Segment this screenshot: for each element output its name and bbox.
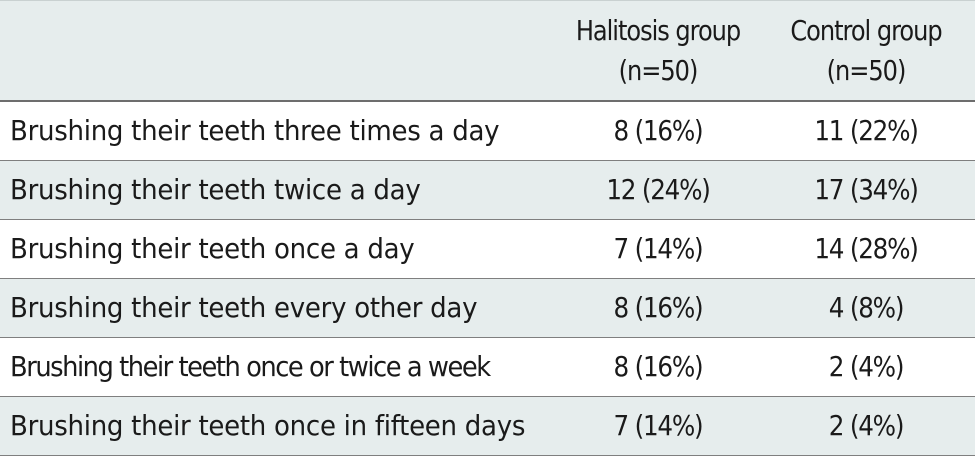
halitosis-value: 8 (16%)	[613, 291, 704, 324]
header-halitosis-n: (n=50)	[618, 54, 699, 87]
header-control-n: (n=50)	[826, 54, 907, 87]
row-label: Brushing their teeth twice a day	[10, 173, 421, 206]
halitosis-value: 7 (14%)	[613, 232, 704, 265]
table-row: Brushing their teeth twice a day 12 (24%…	[0, 161, 975, 220]
halitosis-value: 8 (16%)	[613, 114, 704, 147]
control-value: 14 (28%)	[814, 232, 919, 265]
control-value: 17 (34%)	[814, 173, 919, 206]
table-header: Halitosis group (n=50) Control group (n=…	[0, 0, 975, 102]
header-control-group: Control group (n=50)	[775, 11, 957, 91]
control-value: 11 (22%)	[814, 114, 919, 147]
row-label: Brushing their teeth once a day	[10, 232, 415, 265]
row-label: Brushing their teeth once in fifteen day…	[10, 409, 526, 442]
control-value: 2 (4%)	[828, 409, 905, 442]
table-row: Brushing their teeth once a day 7 (14%) …	[0, 220, 975, 279]
control-value: 2 (4%)	[828, 350, 905, 383]
header-control-title: Control group	[790, 14, 942, 47]
table-row: Brushing their teeth every other day 8 (…	[0, 279, 975, 338]
row-label: Brushing their teeth three times a day	[10, 114, 500, 147]
header-halitosis-group: Halitosis group (n=50)	[563, 11, 752, 91]
halitosis-value: 7 (14%)	[613, 409, 704, 442]
row-label: Brushing their teeth every other day	[10, 291, 478, 324]
halitosis-value: 12 (24%)	[606, 173, 711, 206]
control-value: 4 (8%)	[828, 291, 905, 324]
halitosis-value: 8 (16%)	[613, 350, 704, 383]
table-row: Brushing their teeth once or twice a wee…	[0, 338, 975, 397]
table-row: Brushing their teeth three times a day 8…	[0, 102, 975, 161]
row-label: Brushing their teeth once or twice a wee…	[10, 350, 491, 383]
header-halitosis-title: Halitosis group	[575, 14, 741, 47]
table-row: Brushing their teeth once in fifteen day…	[0, 397, 975, 456]
